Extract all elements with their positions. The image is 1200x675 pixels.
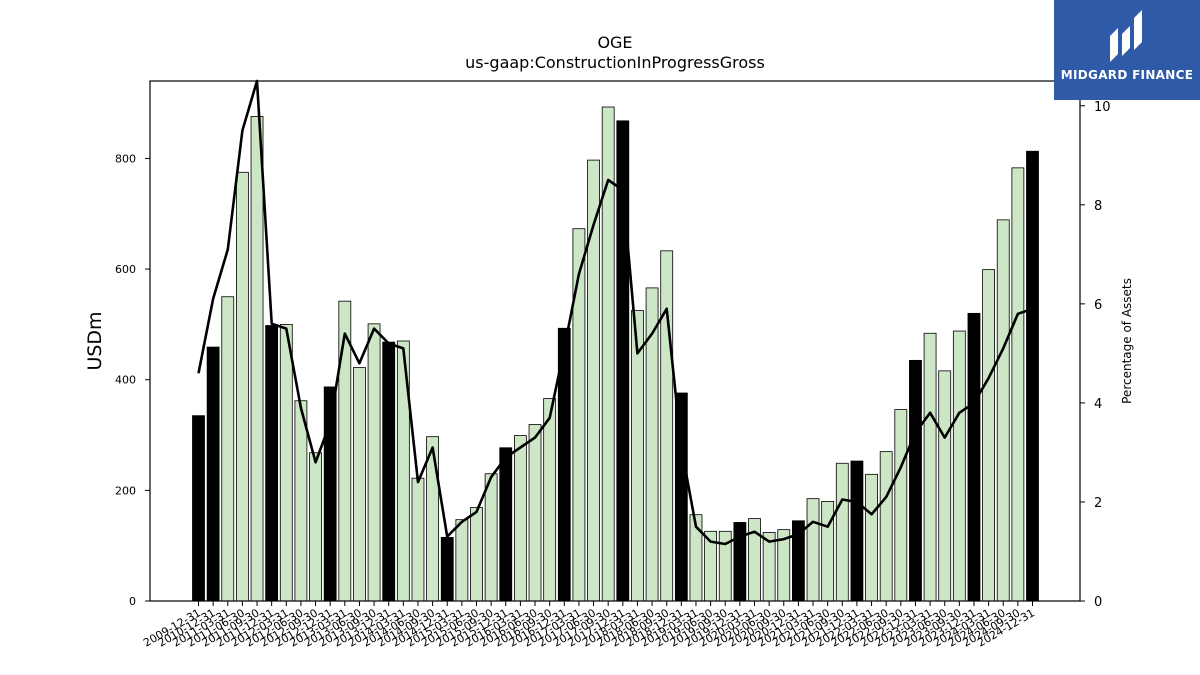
bar xyxy=(879,451,893,602)
logo-mark-icon xyxy=(1110,10,1142,62)
bar xyxy=(470,507,483,602)
bar xyxy=(806,498,820,602)
bar xyxy=(528,424,542,602)
y-tick-label: 0 xyxy=(129,595,136,608)
bar xyxy=(353,367,366,602)
bar xyxy=(982,269,996,602)
brand-logo: MIDGARD FINANCE xyxy=(1054,0,1200,100)
bar xyxy=(909,359,922,602)
plot-frame xyxy=(149,80,1081,602)
chart-subtitle: us-gaap:ConstructionInProgressGross xyxy=(465,53,765,72)
bar xyxy=(923,332,937,602)
y2-tick-label: 10 xyxy=(1094,100,1111,115)
bar xyxy=(338,300,352,602)
bar xyxy=(235,171,249,602)
y2-axis-label: Percentage of Assets xyxy=(1120,278,1134,404)
line-layer xyxy=(197,79,1033,546)
bar xyxy=(513,435,527,602)
bar xyxy=(967,312,981,602)
bars-layer xyxy=(192,106,1039,602)
bar xyxy=(250,116,264,602)
y-axis-left: 0 200 400 600 800 xyxy=(115,152,150,608)
bar xyxy=(865,473,878,602)
y2-tick-label: 2 xyxy=(1094,496,1102,511)
bar xyxy=(660,250,674,602)
bar xyxy=(455,519,469,602)
bar xyxy=(367,323,381,602)
bar xyxy=(382,341,396,602)
bar xyxy=(265,325,279,602)
y-axis-right: 0 2 4 6 8 10 xyxy=(1080,100,1111,610)
logo-text: MIDGARD FINANCE xyxy=(1060,68,1194,82)
bar xyxy=(835,462,849,602)
chart-title: OGE xyxy=(597,33,632,52)
bar xyxy=(440,536,454,602)
y-axis-label: USDm xyxy=(84,311,106,370)
bar xyxy=(894,409,908,602)
bar xyxy=(674,392,688,602)
bar xyxy=(952,330,966,602)
y2-tick-label: 6 xyxy=(1094,298,1102,313)
bar xyxy=(192,415,205,602)
bar xyxy=(499,447,513,602)
bar xyxy=(411,477,425,602)
x-axis: 2009-12-312010-12-312011-03-312011-06-30… xyxy=(141,601,1037,650)
bar xyxy=(996,219,1010,602)
bar xyxy=(1011,167,1025,602)
y-tick-label: 800 xyxy=(115,152,136,165)
bar xyxy=(1026,150,1039,602)
bar xyxy=(484,473,498,602)
bar xyxy=(850,460,864,602)
bar xyxy=(221,296,235,602)
y-tick-label: 200 xyxy=(115,484,136,497)
bar xyxy=(426,436,440,602)
bar xyxy=(543,398,557,602)
y2-tick-label: 8 xyxy=(1094,199,1102,214)
bar xyxy=(279,324,293,602)
bar xyxy=(572,228,586,602)
y-tick-label: 400 xyxy=(115,374,136,387)
bar xyxy=(309,452,322,602)
y2-tick-label: 0 xyxy=(1094,595,1102,610)
bar xyxy=(938,370,952,602)
bar xyxy=(294,400,308,602)
bar xyxy=(206,346,220,602)
y2-tick-label: 4 xyxy=(1094,397,1102,412)
pct-assets-line xyxy=(197,79,1033,546)
y-tick-label: 600 xyxy=(115,263,136,276)
